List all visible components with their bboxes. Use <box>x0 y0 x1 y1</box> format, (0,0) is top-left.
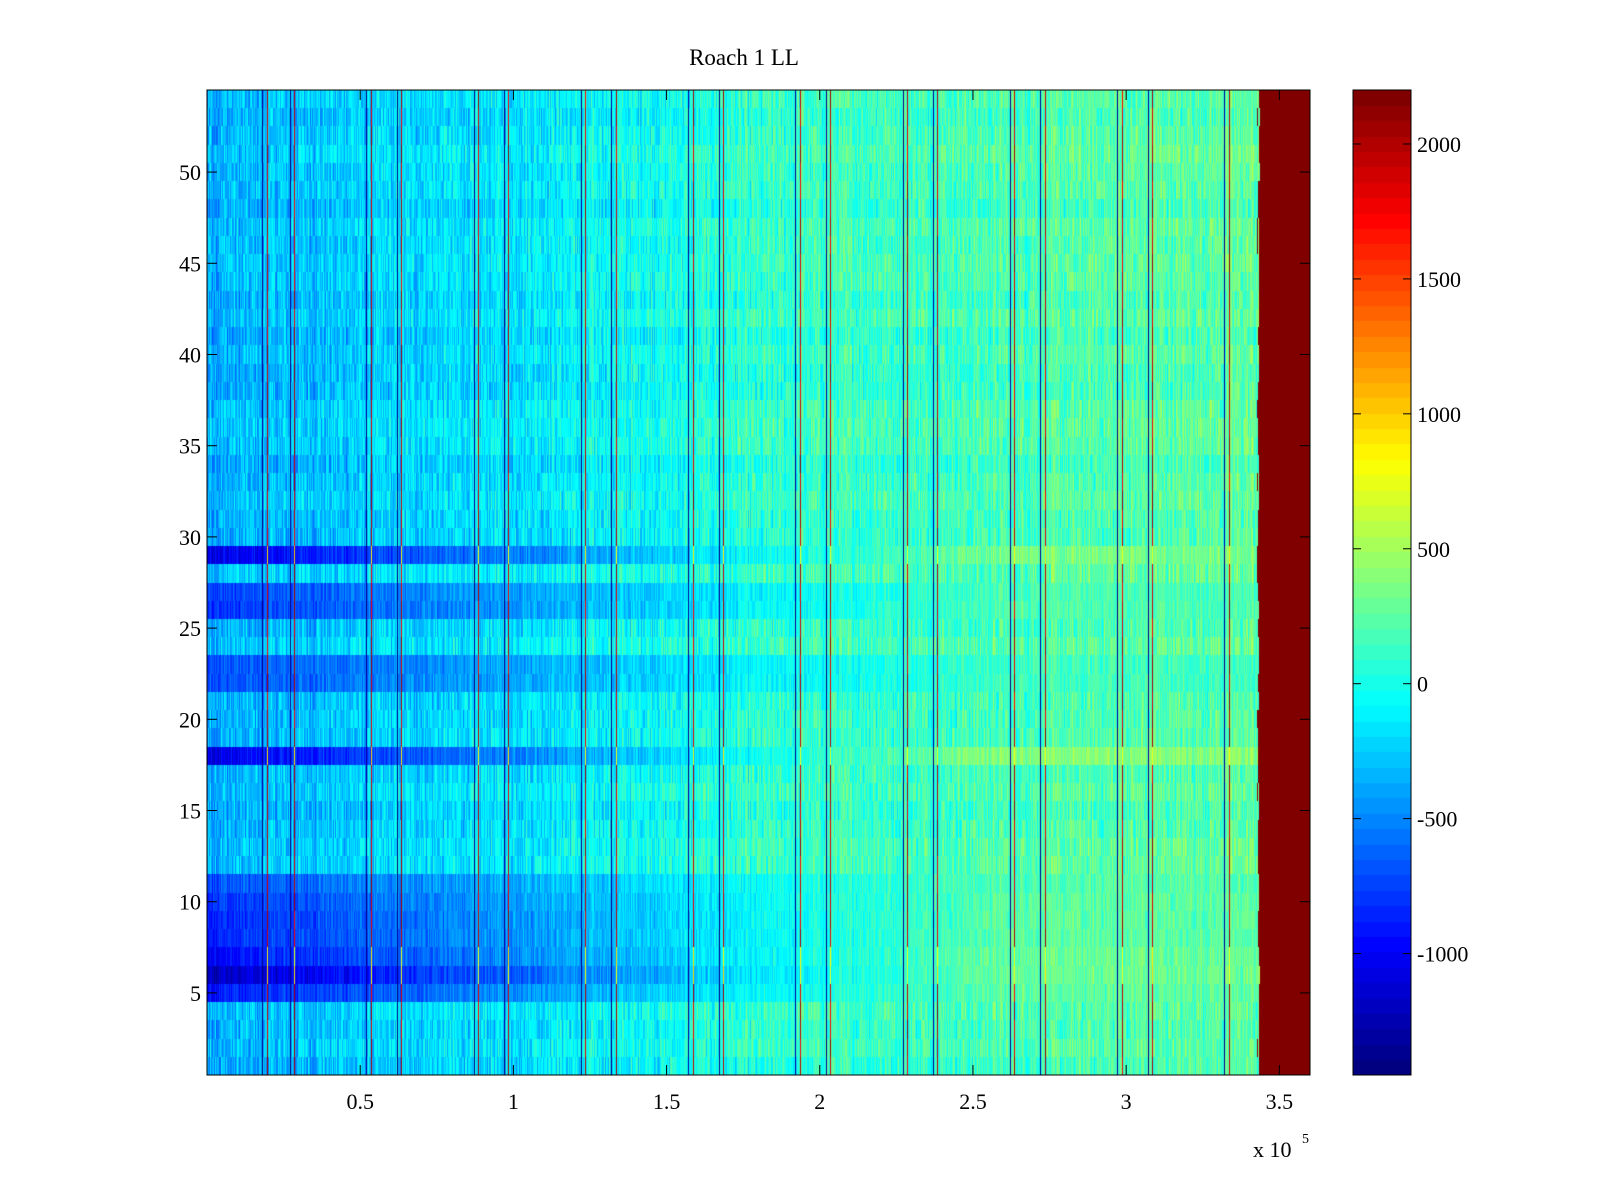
x-tick-label: 0.5 <box>346 1089 374 1114</box>
colorbar-tick-label: 0 <box>1417 672 1428 697</box>
y-tick-label: 45 <box>179 251 201 276</box>
y-tick-label: 10 <box>179 890 201 915</box>
plot-area: 0.5 1 1.5 2 2.5 3 3.5 5 10 15 20 25 30 35 40 45 50 x 10… <box>179 89 1311 1162</box>
heatmap-image <box>207 90 1310 1075</box>
colorbar-axis: -1000 -500 0 500 1000 1500 2000 <box>1353 132 1468 967</box>
y-tick-label: 30 <box>179 525 201 550</box>
y-tick-label: 35 <box>179 434 201 459</box>
colorbar-tick-label: 2000 <box>1417 132 1461 157</box>
colorbar: -1000 -500 0 500 1000 1500 2000 <box>1352 89 1468 1076</box>
x-exponent-label: x 10 5 <box>1253 1132 1309 1162</box>
colorbar-tick-label: 500 <box>1417 537 1450 562</box>
x-axis: 0.5 1 1.5 2 2.5 3 3.5 <box>346 90 1293 1114</box>
x-tick-label: 3.5 <box>1266 1089 1294 1114</box>
plot-frame <box>206 89 1311 1076</box>
x-tick-label: 1 <box>508 1089 519 1114</box>
colorbar-tick-label: 1000 <box>1417 402 1461 427</box>
y-tick-label: 25 <box>179 616 201 641</box>
y-axis: 5 10 15 20 25 30 35 40 45 50 <box>179 160 1310 1006</box>
colorbar-tick-label: 1500 <box>1417 267 1461 292</box>
y-tick-label: 20 <box>179 707 201 732</box>
x-tick-label: 2.5 <box>959 1089 987 1114</box>
colorbar-frame <box>1352 89 1412 1076</box>
x-tick-label: 1.5 <box>653 1089 681 1114</box>
colorbar-tick-label: -1000 <box>1417 942 1468 967</box>
colorbar-tick-label: -500 <box>1417 807 1457 832</box>
x-exponent-base: x 10 <box>1253 1137 1292 1162</box>
y-tick-label: 40 <box>179 342 201 367</box>
chart-title: Roach 1 LL <box>689 45 799 70</box>
x-tick-label: 2 <box>814 1089 825 1114</box>
colorbar-gradient <box>1353 90 1411 1075</box>
y-tick-label: 15 <box>179 799 201 824</box>
y-tick-label: 50 <box>179 160 201 185</box>
y-tick-label: 5 <box>190 981 201 1006</box>
x-tick-label: 3 <box>1121 1089 1132 1114</box>
x-exponent-power: 5 <box>1302 1132 1309 1147</box>
